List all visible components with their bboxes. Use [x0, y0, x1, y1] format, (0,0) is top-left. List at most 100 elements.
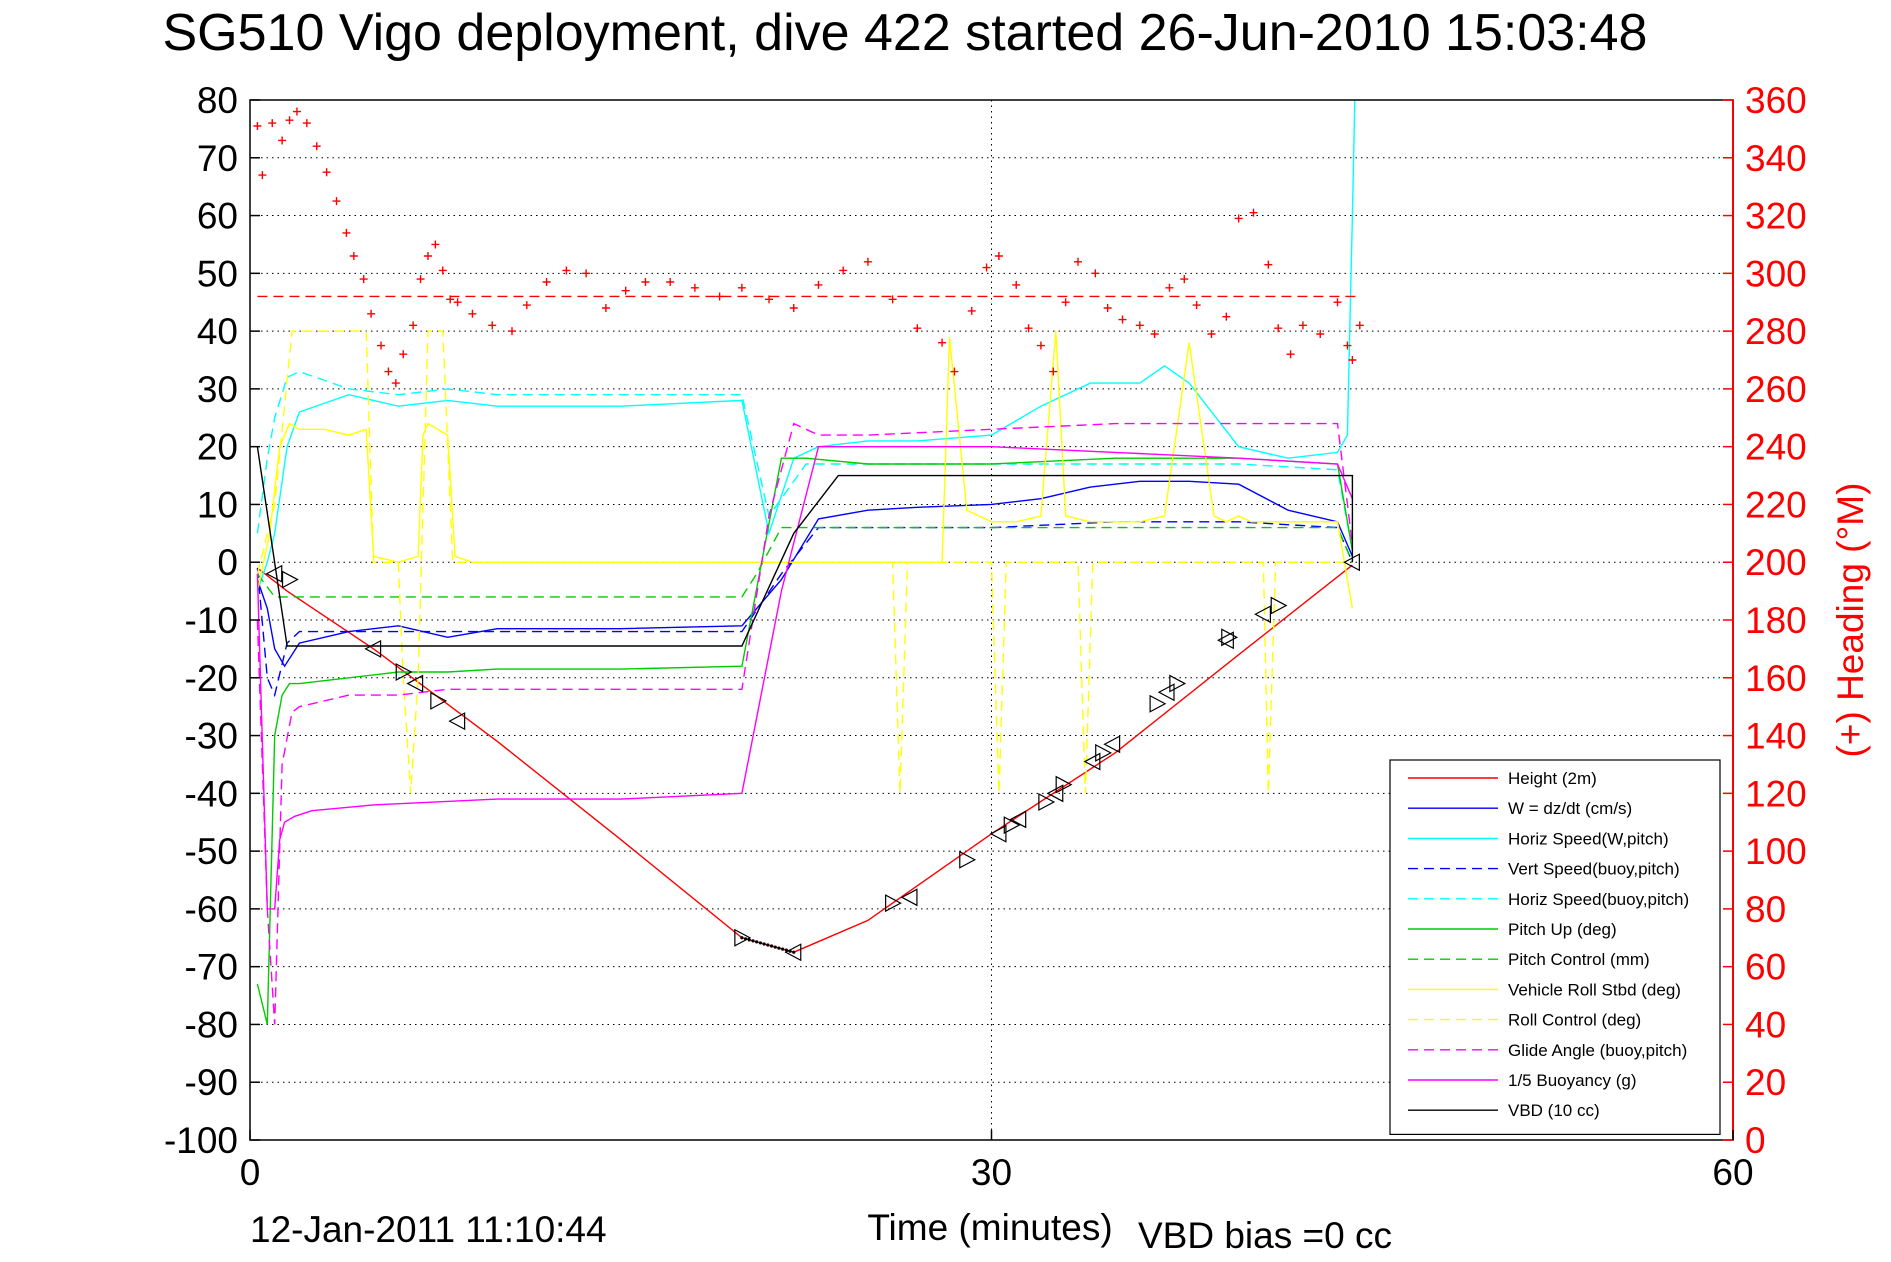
right-tick-label: 240 — [1745, 427, 1807, 468]
apogee-point — [758, 941, 762, 945]
legend-label: Height (2m) — [1508, 769, 1597, 788]
legend-label: Pitch Up (deg) — [1508, 920, 1617, 939]
series-line — [256, 457, 1354, 1025]
right-tick-label: 20 — [1745, 1062, 1786, 1103]
heading-point — [1274, 324, 1283, 333]
heading-point — [765, 295, 774, 304]
heading-point — [1036, 341, 1045, 350]
series-line — [256, 422, 1354, 1025]
apogee-point — [740, 936, 744, 940]
heading-point — [863, 257, 872, 266]
heading-point — [789, 304, 798, 312]
heading-point — [285, 116, 294, 125]
series-line — [256, 521, 1354, 698]
left-tick-label: -10 — [185, 600, 238, 641]
heading-point — [416, 275, 425, 284]
left-tick-label: -90 — [185, 1062, 238, 1103]
height-marker — [1157, 683, 1175, 702]
heading-point — [468, 309, 477, 318]
apogee-point — [773, 945, 777, 949]
height-marker — [784, 943, 802, 962]
left-tick-label: 30 — [197, 369, 238, 410]
heading-point — [715, 292, 724, 301]
height-marker — [1254, 605, 1271, 624]
heading-point — [1298, 321, 1307, 330]
heading-point — [582, 269, 591, 278]
left-tick-label: -60 — [185, 889, 238, 930]
heading-point — [1192, 301, 1201, 310]
heading-point — [453, 298, 462, 307]
apogee-point — [784, 948, 788, 952]
heading-point — [1316, 330, 1325, 338]
left-tick-label: 10 — [197, 484, 238, 525]
heading-point — [507, 327, 516, 336]
heading-point — [1024, 324, 1033, 333]
x-axis: 0 30 60 — [240, 1130, 1754, 1193]
height-marker — [1038, 793, 1056, 811]
heading-point — [384, 367, 393, 376]
legend: Height (2m) W = dz/dt (cm/s) Horiz Speed(W… — [1389, 759, 1721, 1135]
heading-point — [1074, 257, 1083, 266]
heading-point — [737, 283, 746, 292]
footer-vbd-bias: VBD bias =0 cc — [1138, 1215, 1392, 1256]
heading-point — [332, 197, 341, 206]
legend-label: Roll Control (deg) — [1508, 1011, 1641, 1030]
height-marker — [406, 674, 424, 693]
height-marker — [281, 570, 299, 589]
right-tick-label: 300 — [1745, 253, 1807, 294]
apogee-point — [751, 939, 755, 943]
heading-point — [342, 228, 351, 237]
heading-point — [562, 266, 571, 275]
legend-label: Vert Speed(buoy,pitch) — [1508, 860, 1680, 879]
height-marker — [1009, 810, 1027, 829]
heading-point — [888, 295, 897, 304]
series-layer — [256, 99, 1356, 1025]
left-tick-label: 70 — [197, 138, 238, 179]
right-tick-label: 100 — [1745, 831, 1807, 872]
right-axis-label: (+) Heading (°M) — [1830, 483, 1871, 758]
legend-label: Pitch Control (mm) — [1508, 950, 1650, 969]
heading-point — [938, 338, 947, 347]
heading-point — [994, 252, 1003, 260]
left-tick-label: 80 — [197, 80, 238, 121]
heading-point — [967, 306, 976, 315]
right-tick-label: 220 — [1745, 484, 1807, 525]
apogee-point — [788, 949, 792, 953]
x-tick-label: 30 — [971, 1152, 1012, 1193]
heading-point — [1091, 269, 1100, 278]
legend-label: Glide Angle (buoy,pitch) — [1508, 1041, 1687, 1060]
left-tick-label: 0 — [217, 542, 238, 583]
heading-point — [1343, 341, 1352, 350]
heading-point — [1061, 298, 1070, 307]
heading-point — [814, 280, 823, 289]
right-tick-label: 120 — [1745, 773, 1807, 814]
right-tick-label: 160 — [1745, 658, 1807, 699]
left-tick-label: -100 — [164, 1120, 238, 1161]
left-tick-label: -80 — [185, 1004, 238, 1045]
legend-label: Horiz Speed(buoy,pitch) — [1508, 890, 1689, 909]
heading-point — [278, 136, 287, 145]
heading-point — [359, 275, 368, 284]
heading-point — [913, 324, 922, 333]
heading-point — [431, 240, 440, 249]
heading-point — [950, 367, 959, 376]
right-tick-label: 360 — [1745, 80, 1807, 121]
legend-label: VBD (10 cc) — [1508, 1101, 1600, 1120]
heading-point — [601, 304, 610, 312]
heading-point — [522, 301, 531, 310]
right-tick-label: 180 — [1745, 600, 1807, 641]
right-tick-label: 200 — [1745, 542, 1807, 583]
heading-point — [1234, 214, 1243, 223]
height-marker — [1003, 816, 1021, 835]
heading-point — [1348, 356, 1357, 364]
apogee-point — [743, 937, 748, 941]
right-tick-label: 60 — [1745, 947, 1786, 988]
right-tick-label: 320 — [1745, 196, 1807, 237]
heading-point — [1103, 304, 1112, 312]
left-tick-label: -30 — [185, 716, 238, 757]
series-line — [256, 99, 1356, 592]
heading-point — [399, 350, 408, 359]
heading-point — [409, 321, 418, 330]
heading-point — [349, 252, 358, 260]
